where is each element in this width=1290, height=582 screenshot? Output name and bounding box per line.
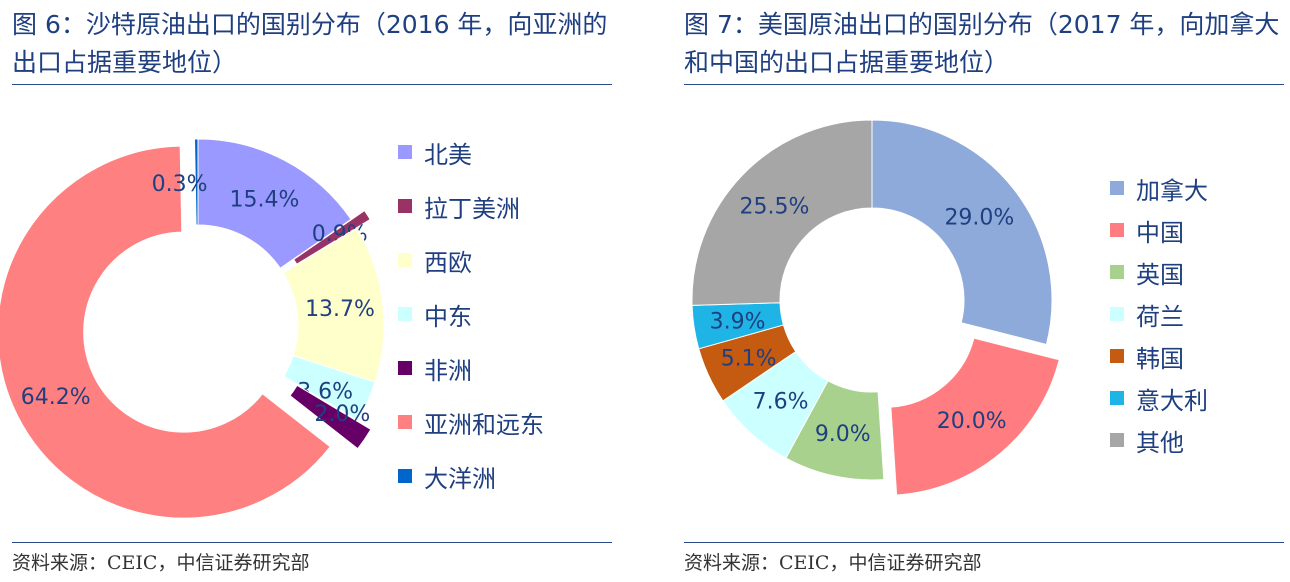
legend-swatch [398, 145, 412, 159]
legend-swatch [1110, 265, 1124, 279]
divider [12, 84, 612, 85]
legend-swatch [1110, 307, 1124, 321]
divider [12, 542, 612, 543]
data-label: 20.0% [937, 409, 1007, 434]
legend-label: 其他 [1136, 428, 1184, 457]
legend-swatch [398, 361, 412, 375]
donut-chart: 15.4%0.9%13.7%3.6%2.0%64.2%0.3% [0, 138, 385, 519]
data-label: 29.0% [944, 206, 1014, 231]
data-label: 25.5% [739, 194, 809, 219]
legend-swatch [1110, 433, 1124, 447]
data-label: 15.4% [230, 187, 300, 212]
legend-item: 其他 [1110, 419, 1208, 461]
legend-swatch [398, 307, 412, 321]
chart-title: 图 7：美国原油出口的国别分布（2017 年，向加拿大和中国的出口占据重要地位） [684, 10, 1280, 77]
divider [684, 542, 1284, 543]
legend-swatch [1110, 181, 1124, 195]
legend-item: 北美 [398, 125, 544, 179]
legend-item: 西欧 [398, 233, 544, 287]
donut-slice [0, 145, 331, 519]
legend-label: 亚洲和远东 [424, 410, 544, 439]
source-note: 资料来源：CEIC，中信证券研究部 [12, 552, 310, 574]
donut-slice [890, 337, 1060, 496]
data-label: 9.0% [815, 422, 871, 447]
legend-item: 韩国 [1110, 335, 1208, 377]
donut-slice [283, 355, 376, 422]
legend-label: 西欧 [424, 248, 472, 277]
donut-slice [871, 119, 1053, 346]
chart-title: 图 6：沙特原油出口的国别分布（2016 年，向亚洲的出口占据重要地位） [12, 10, 608, 77]
legend-swatch [398, 199, 412, 213]
legend-swatch [1110, 223, 1124, 237]
legend-label: 荷兰 [1136, 302, 1184, 331]
donut-slice [289, 384, 372, 450]
data-label: 7.6% [753, 390, 809, 415]
legend-label: 北美 [424, 140, 472, 169]
legend-label: 中国 [1136, 218, 1184, 247]
legend-swatch [398, 253, 412, 267]
legend-item: 亚洲和远东 [398, 395, 544, 449]
legend-item: 中东 [398, 287, 544, 341]
legend: 加拿大中国英国荷兰韩国意大利其他 [1110, 167, 1208, 461]
source-note: 资料来源：CEIC，中信证券研究部 [684, 552, 982, 574]
donut-slice [691, 119, 873, 306]
legend-label: 非洲 [424, 356, 472, 385]
data-label: 0.3% [152, 172, 208, 197]
legend-label: 加拿大 [1136, 176, 1208, 205]
data-label: 13.7% [305, 297, 375, 322]
legend-label: 英国 [1136, 260, 1184, 289]
legend-item: 大洋洲 [398, 449, 544, 503]
legend-label: 韩国 [1136, 344, 1184, 373]
legend-label: 意大利 [1136, 386, 1208, 415]
legend-swatch [1110, 349, 1124, 363]
data-label: 2.0% [314, 402, 370, 427]
legend-swatch [1110, 391, 1124, 405]
data-label: 64.2% [21, 385, 91, 410]
donut-chart: 29.0% 20.0% 9.0%7.6% 5.1% 3.9% 25.5% [691, 119, 1060, 496]
legend-item: 加拿大 [1110, 167, 1208, 209]
legend-label: 大洋洲 [424, 464, 496, 493]
legend-swatch [398, 415, 412, 429]
legend-label: 中东 [424, 302, 472, 331]
legend: 北美拉丁美洲西欧中东非洲亚洲和远东大洋洲 [398, 125, 544, 503]
donut-slice [193, 138, 199, 226]
donut-slice [197, 138, 352, 269]
legend-label: 拉丁美洲 [424, 194, 520, 223]
legend-item: 拉丁美洲 [398, 179, 544, 233]
legend-item: 非洲 [398, 341, 544, 395]
divider [684, 84, 1284, 85]
data-label: 3.9% [710, 310, 766, 335]
data-label: 5.1% [721, 346, 777, 371]
legend-item: 意大利 [1110, 377, 1208, 419]
chart-panel-saudi: 图 6：沙特原油出口的国别分布（2016 年，向亚洲的出口占据重要地位） 15.… [0, 0, 620, 582]
legend-swatch [398, 469, 412, 483]
legend-item: 英国 [1110, 251, 1208, 293]
chart-panel-us: 图 7：美国原油出口的国别分布（2017 年，向加拿大和中国的出口占据重要地位）… [672, 0, 1290, 582]
legend-item: 荷兰 [1110, 293, 1208, 335]
legend-item: 中国 [1110, 209, 1208, 251]
